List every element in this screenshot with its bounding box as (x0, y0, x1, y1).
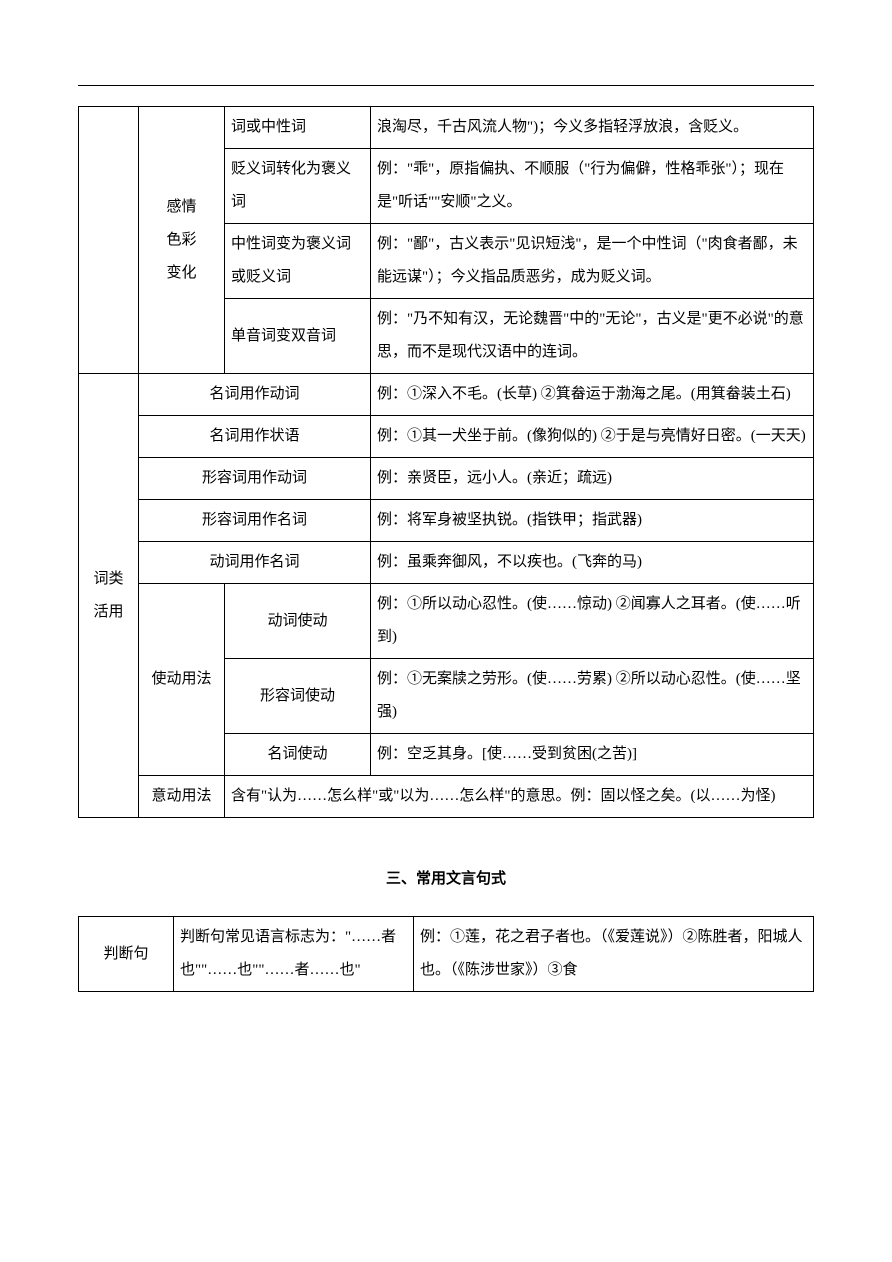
emotion-label: 感情色彩变化 (139, 107, 225, 374)
causative-label: 使动用法 (139, 584, 225, 776)
cell-caus1-ex: 例：①所以动心忍性。(使……惊动) ②闻寡人之耳者。(使……听到) (371, 584, 814, 659)
cell-adj1: 形容词用作动词 (139, 458, 371, 500)
top-divider (78, 85, 814, 86)
cell-putative-ex: 含有"认为……怎么样"或"以为……怎么样"的意思。例：固以怪之矣。(以……为怪) (225, 776, 814, 818)
cell-c3-0: 词或中性词 (225, 107, 371, 149)
cell-c4-3: 例："乃不知有汉，无论魏晋"中的"无论"，古义是"更不必说"的意思，而不是现代汉… (371, 299, 814, 374)
cell-adj1-ex: 例：亲贤臣，远小人。(亲近；疏远) (371, 458, 814, 500)
cell-n2-ex: 例：①其一犬坐于前。(像狗似的) ②于是与亮情好日密。(一天天) (371, 416, 814, 458)
wordclass-label: 词类活用 (79, 374, 139, 818)
sentence-table: 判断句 判断句常见语言标志为："……者也""……也""……者……也" 例：①莲，… (78, 916, 814, 992)
emotion-text: 感情色彩变化 (166, 199, 196, 281)
t2-c3: 例：①莲，花之君子者也。（《爱莲说》）②陈胜者，阳城人也。（《陈涉世家》）③食 (414, 917, 814, 992)
cell-caus2-ex: 例：①无案牍之劳形。(使……劳累) ②所以动心忍性。(使……坚强) (371, 659, 814, 734)
t2-c1: 判断句 (79, 917, 174, 992)
t2-c2: 判断句常见语言标志为："……者也""……也""……者……也" (174, 917, 414, 992)
cell-c3-3: 单音词变双音词 (225, 299, 371, 374)
cell-adj2: 形容词用作名词 (139, 500, 371, 542)
putative-label: 意动用法 (139, 776, 225, 818)
section-title: 三、常用文言句式 (78, 863, 814, 896)
cell-n2: 名词用作状语 (139, 416, 371, 458)
cell-c4-2: 例："鄙"，古义表示"见识短浅"，是一个中性词（"肉食者鄙，未能远谋"）；今义指… (371, 224, 814, 299)
cell-n1-ex: 例：①深入不毛。(长草) ②箕畚运于渤海之尾。(用箕畚装土石) (371, 374, 814, 416)
cell-c3-2: 中性词变为褒义词或贬义词 (225, 224, 371, 299)
cell-v1-ex: 例：虽乘奔御风，不以疾也。(飞奔的马) (371, 542, 814, 584)
cell-caus3-ex: 例：空乏其身。[使……受到贫困(之苦)] (371, 734, 814, 776)
cell-adj2-ex: 例：将军身被坚执锐。(指铁甲；指武器) (371, 500, 814, 542)
prev-cell (79, 107, 139, 374)
cell-caus3: 名词使动 (225, 734, 371, 776)
cell-c4-1: 例："乖"，原指偏执、不顺服（"行为偏僻，性格乖张"）；现在是"听话""安顺"之… (371, 149, 814, 224)
cell-c3-1: 贬义词转化为褒义词 (225, 149, 371, 224)
cell-caus2: 形容词使动 (225, 659, 371, 734)
cell-c4-0: 浪淘尽，千古风流人物")；今义多指轻浮放浪，含贬义。 (371, 107, 814, 149)
main-table: 感情色彩变化 词或中性词 浪淘尽，千古风流人物")；今义多指轻浮放浪，含贬义。 … (78, 106, 814, 818)
cell-v1: 动词用作名词 (139, 542, 371, 584)
cell-n1: 名词用作动词 (139, 374, 371, 416)
cell-caus1: 动词使动 (225, 584, 371, 659)
